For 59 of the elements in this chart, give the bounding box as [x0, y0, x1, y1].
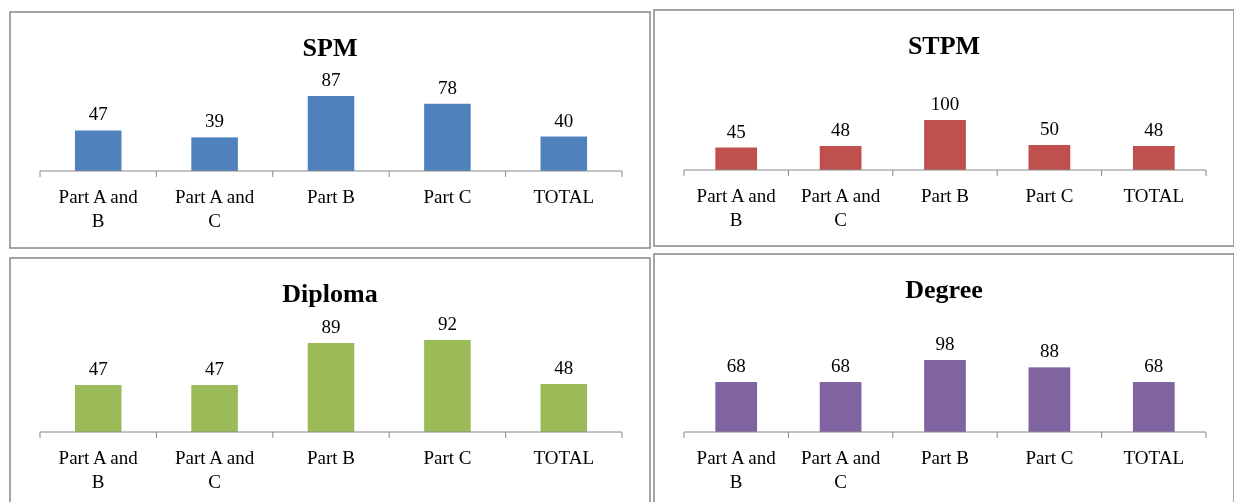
data-label: 47: [88, 358, 108, 379]
x-tick-label: Part C: [423, 447, 472, 468]
bar: [715, 147, 758, 170]
x-tick-label: Part C: [423, 186, 472, 207]
data-label: 87: [321, 69, 341, 90]
bar: [191, 385, 238, 432]
bar: [307, 343, 355, 432]
x-tick-label: Part B: [306, 186, 356, 207]
data-label: 98: [935, 333, 955, 354]
chart-title: Degree: [905, 275, 983, 304]
x-tick-label: Part C: [1025, 185, 1074, 206]
x-tick-label: Part B: [920, 447, 970, 468]
data-label: 40: [554, 109, 574, 131]
bar: [540, 384, 588, 432]
x-tick-label: Part A and B: [58, 186, 139, 231]
data-label: 92: [437, 313, 457, 334]
data-label: 39: [205, 110, 225, 132]
x-tick-label: TOTAL: [533, 447, 594, 468]
data-label: 47: [88, 103, 108, 125]
data-label: 100: [930, 93, 960, 114]
chart-title: STPM: [907, 31, 981, 60]
bar: [540, 136, 588, 171]
x-tick-label: Part A and C: [175, 186, 255, 231]
bar: [191, 137, 238, 171]
bar: [424, 103, 471, 171]
data-label: 45: [726, 120, 746, 142]
x-tick-label: Part A and B: [58, 447, 139, 492]
x-tick-label: Part B: [920, 185, 970, 206]
chart-title: SPM: [302, 33, 358, 62]
data-label: 47: [205, 358, 225, 379]
x-tick-label: Part A and B: [696, 447, 777, 492]
chart-title: Diploma: [282, 279, 378, 308]
x-tick-label: TOTAL: [1123, 447, 1184, 468]
x-tick-label: Part A and C: [801, 447, 881, 492]
data-label: 48: [554, 357, 574, 378]
data-label: 48: [1144, 119, 1164, 140]
bar: [307, 96, 355, 171]
bar: [819, 146, 862, 170]
bar: [1132, 146, 1175, 170]
data-label: 68: [831, 355, 851, 377]
data-label: 68: [1144, 355, 1164, 377]
bar: [74, 385, 122, 432]
x-tick-label: Part B: [306, 447, 356, 468]
x-tick-label: TOTAL: [533, 186, 594, 207]
bar: [74, 130, 122, 171]
bar: [924, 120, 966, 170]
x-tick-label: Part C: [1025, 447, 1074, 468]
data-label: 88: [1039, 340, 1059, 362]
bar: [424, 340, 471, 432]
data-label: 78: [437, 76, 457, 98]
data-label: 89: [321, 316, 341, 337]
data-label: 48: [831, 119, 851, 140]
data-label: 50: [1039, 118, 1059, 139]
x-tick-label: Part A and C: [175, 447, 255, 492]
x-tick-label: Part A and C: [801, 185, 881, 230]
data-label: 68: [726, 355, 746, 377]
x-tick-label: Part A and B: [696, 185, 777, 230]
bar: [1028, 145, 1071, 170]
x-tick-label: TOTAL: [1123, 185, 1184, 206]
